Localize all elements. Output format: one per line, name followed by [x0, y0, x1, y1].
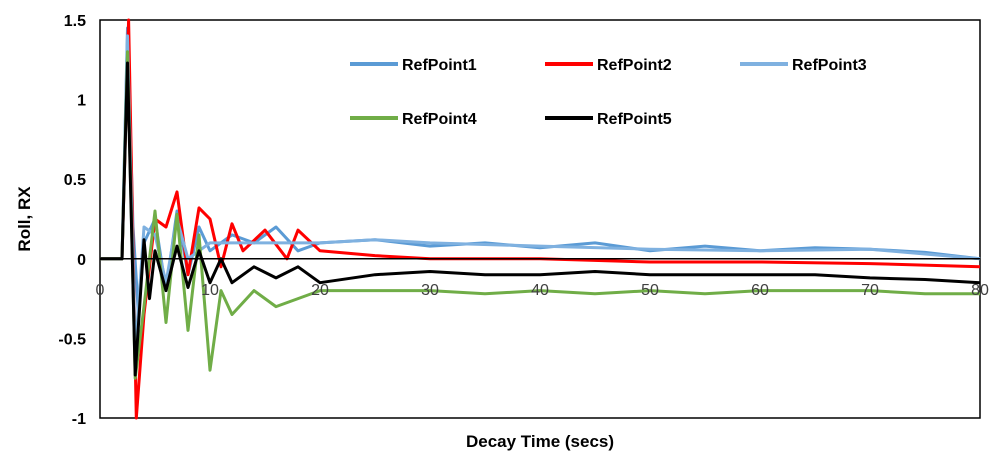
series-line-refpoint4	[100, 50, 980, 380]
y-tick-label: 1.5	[64, 13, 86, 30]
legend-label-refpoint4: RefPoint4	[402, 111, 477, 128]
x-tick-label: 10	[201, 282, 219, 299]
y-tick-label: 0.5	[64, 172, 86, 189]
series-line-refpoint5	[100, 61, 981, 377]
plot-area-border	[99, 19, 981, 419]
x-tick-label: 0	[96, 282, 105, 299]
x-tick-label: 40	[531, 282, 549, 299]
y-tick-label: 1	[77, 93, 86, 110]
x-tick-label: 30	[421, 282, 439, 299]
legend-label-refpoint1: RefPoint1	[402, 57, 477, 74]
legend-label-refpoint2: RefPoint2	[597, 57, 672, 74]
x-tick-label: 20	[311, 282, 329, 299]
y-tick-label: 0	[77, 252, 86, 269]
y-axis-title: Roll, RX	[15, 186, 34, 252]
series-layer	[100, 18, 981, 420]
x-tick-label: 50	[641, 282, 659, 299]
x-axis-title: Decay Time (secs)	[466, 432, 614, 451]
y-tick-label: -0.5	[58, 331, 86, 348]
legend-label-refpoint5: RefPoint5	[597, 111, 672, 128]
axis-layer: -1 -0.5 0 0.5 1 1.5 0 10 20 30 40 50 60 70 80	[58, 13, 989, 428]
legend: RefPoint1 RefPoint2 RefPoint3 RefPoint4 RefP…	[350, 57, 867, 128]
x-tick-label: 60	[751, 282, 769, 299]
x-tick-label: 70	[861, 282, 879, 299]
y-tick-label: -1	[72, 411, 86, 428]
series-line-refpoint2	[100, 18, 981, 420]
x-tick-label: 80	[971, 282, 989, 299]
legend-label-refpoint3: RefPoint3	[792, 57, 867, 74]
series-line-refpoint3	[100, 34, 981, 356]
